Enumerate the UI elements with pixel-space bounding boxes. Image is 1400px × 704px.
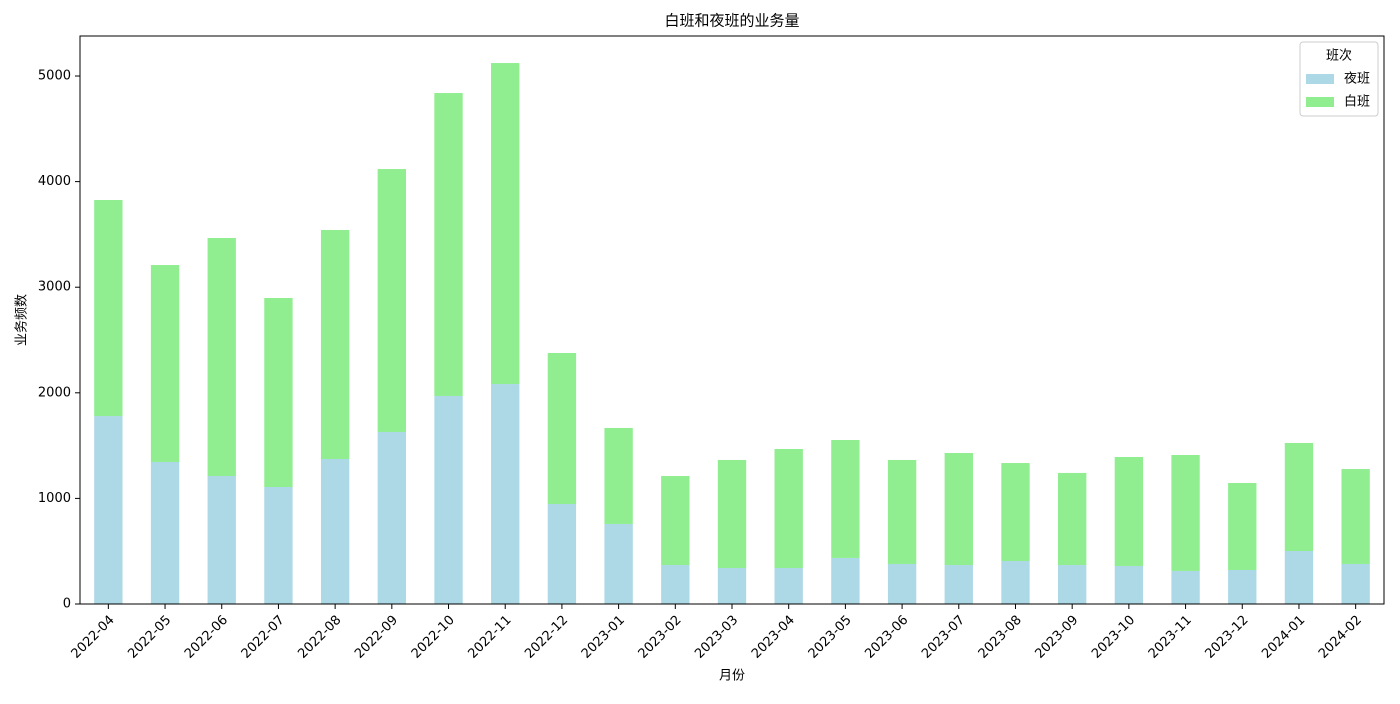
bar-segment <box>1284 550 1314 604</box>
bar-segment <box>831 440 860 558</box>
bar-segment <box>547 352 577 505</box>
bar-segment <box>150 461 180 604</box>
bar-segment <box>94 199 123 417</box>
bar-segment <box>150 265 180 462</box>
bar-segment <box>547 504 577 604</box>
bar-segment <box>434 395 463 604</box>
bar-segment <box>491 63 520 385</box>
bar-segment <box>377 431 406 604</box>
y-tick-label: 0 <box>63 597 71 612</box>
bar-segment <box>1001 463 1030 562</box>
plot-frame <box>79 35 1385 605</box>
chart-title: 白班和夜班的业务量 <box>664 12 799 30</box>
bar-segment <box>320 229 350 460</box>
bar-segment <box>604 427 633 524</box>
bar-segment <box>1114 565 1144 604</box>
y-axis-label: 业务频数 <box>14 294 30 346</box>
bar-segment <box>320 459 350 604</box>
legend-swatch <box>1306 97 1334 107</box>
bar-segment <box>1171 455 1200 571</box>
bar-segment <box>717 459 747 568</box>
bar-segment <box>661 476 690 566</box>
legend-title: 班次 <box>1326 48 1352 64</box>
bar-segment <box>1284 442 1314 551</box>
bar-segment <box>774 567 803 604</box>
bar-segment <box>207 476 236 604</box>
bar-segment <box>1171 570 1200 604</box>
bar-segment <box>604 523 633 604</box>
bar-segment <box>1058 472 1087 566</box>
x-axis-label: 月份 <box>719 669 745 684</box>
bar-segment <box>434 93 463 396</box>
bar-segment <box>887 459 917 564</box>
bar-segment <box>831 557 860 604</box>
legend-label: 白班 <box>1344 94 1370 110</box>
bar-segment <box>207 238 236 477</box>
bar-segment <box>264 297 293 487</box>
bar-segment <box>264 486 293 604</box>
bar-segment <box>944 565 973 604</box>
bar-segment <box>887 563 917 604</box>
y-tick-label: 5000 <box>38 69 71 84</box>
bar-segment <box>377 169 406 432</box>
bar-segment <box>1341 469 1370 564</box>
bar-segment <box>717 567 747 604</box>
y-tick-label: 2000 <box>38 385 71 400</box>
bar-segment <box>491 384 520 604</box>
bar-segment <box>1228 482 1257 570</box>
y-tick-label: 1000 <box>38 491 71 506</box>
bar-segment <box>1228 569 1257 604</box>
legend-label: 夜班 <box>1344 72 1370 87</box>
bar-segment <box>944 452 973 566</box>
y-tick-label: 4000 <box>38 174 71 189</box>
bar-segment <box>661 565 690 604</box>
legend-swatch <box>1306 74 1334 84</box>
bar-segment <box>1341 563 1370 604</box>
bar-segment <box>94 416 123 604</box>
bar-segment <box>774 448 803 568</box>
bar-segment <box>1001 561 1030 604</box>
bar-segment <box>1058 565 1087 604</box>
bar-segment <box>1114 457 1144 566</box>
y-tick-label: 3000 <box>38 280 71 295</box>
